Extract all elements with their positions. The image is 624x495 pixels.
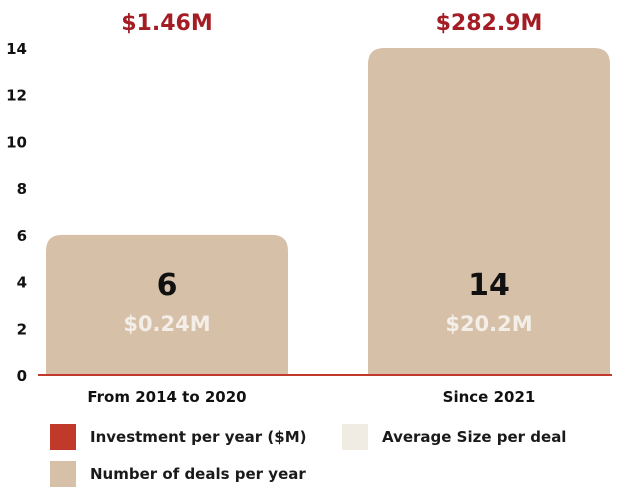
y-tick-label: 10 <box>6 133 27 151</box>
bar-average-label: $0.24M <box>123 312 210 336</box>
y-tick-label: 4 <box>17 274 27 292</box>
bar-investment-label: $1.46M <box>121 11 212 36</box>
y-tick-label: 12 <box>6 87 27 105</box>
bar-count-label: 14 <box>468 268 510 303</box>
bar <box>46 234 288 375</box>
y-tick-label: 14 <box>6 40 27 58</box>
y-tick-label: 2 <box>17 320 27 338</box>
bar-average-label: $20.2M <box>445 312 532 336</box>
bar <box>368 48 610 375</box>
x-tick-label: Since 2021 <box>443 388 536 406</box>
y-tick-label: 0 <box>17 367 27 385</box>
bar-count-label: 6 <box>157 268 178 303</box>
y-tick-label: 8 <box>17 180 27 198</box>
bar-investment-label: $282.9M <box>436 11 543 36</box>
x-tick-label: From 2014 to 2020 <box>87 388 246 406</box>
y-tick-label: 6 <box>17 227 27 245</box>
